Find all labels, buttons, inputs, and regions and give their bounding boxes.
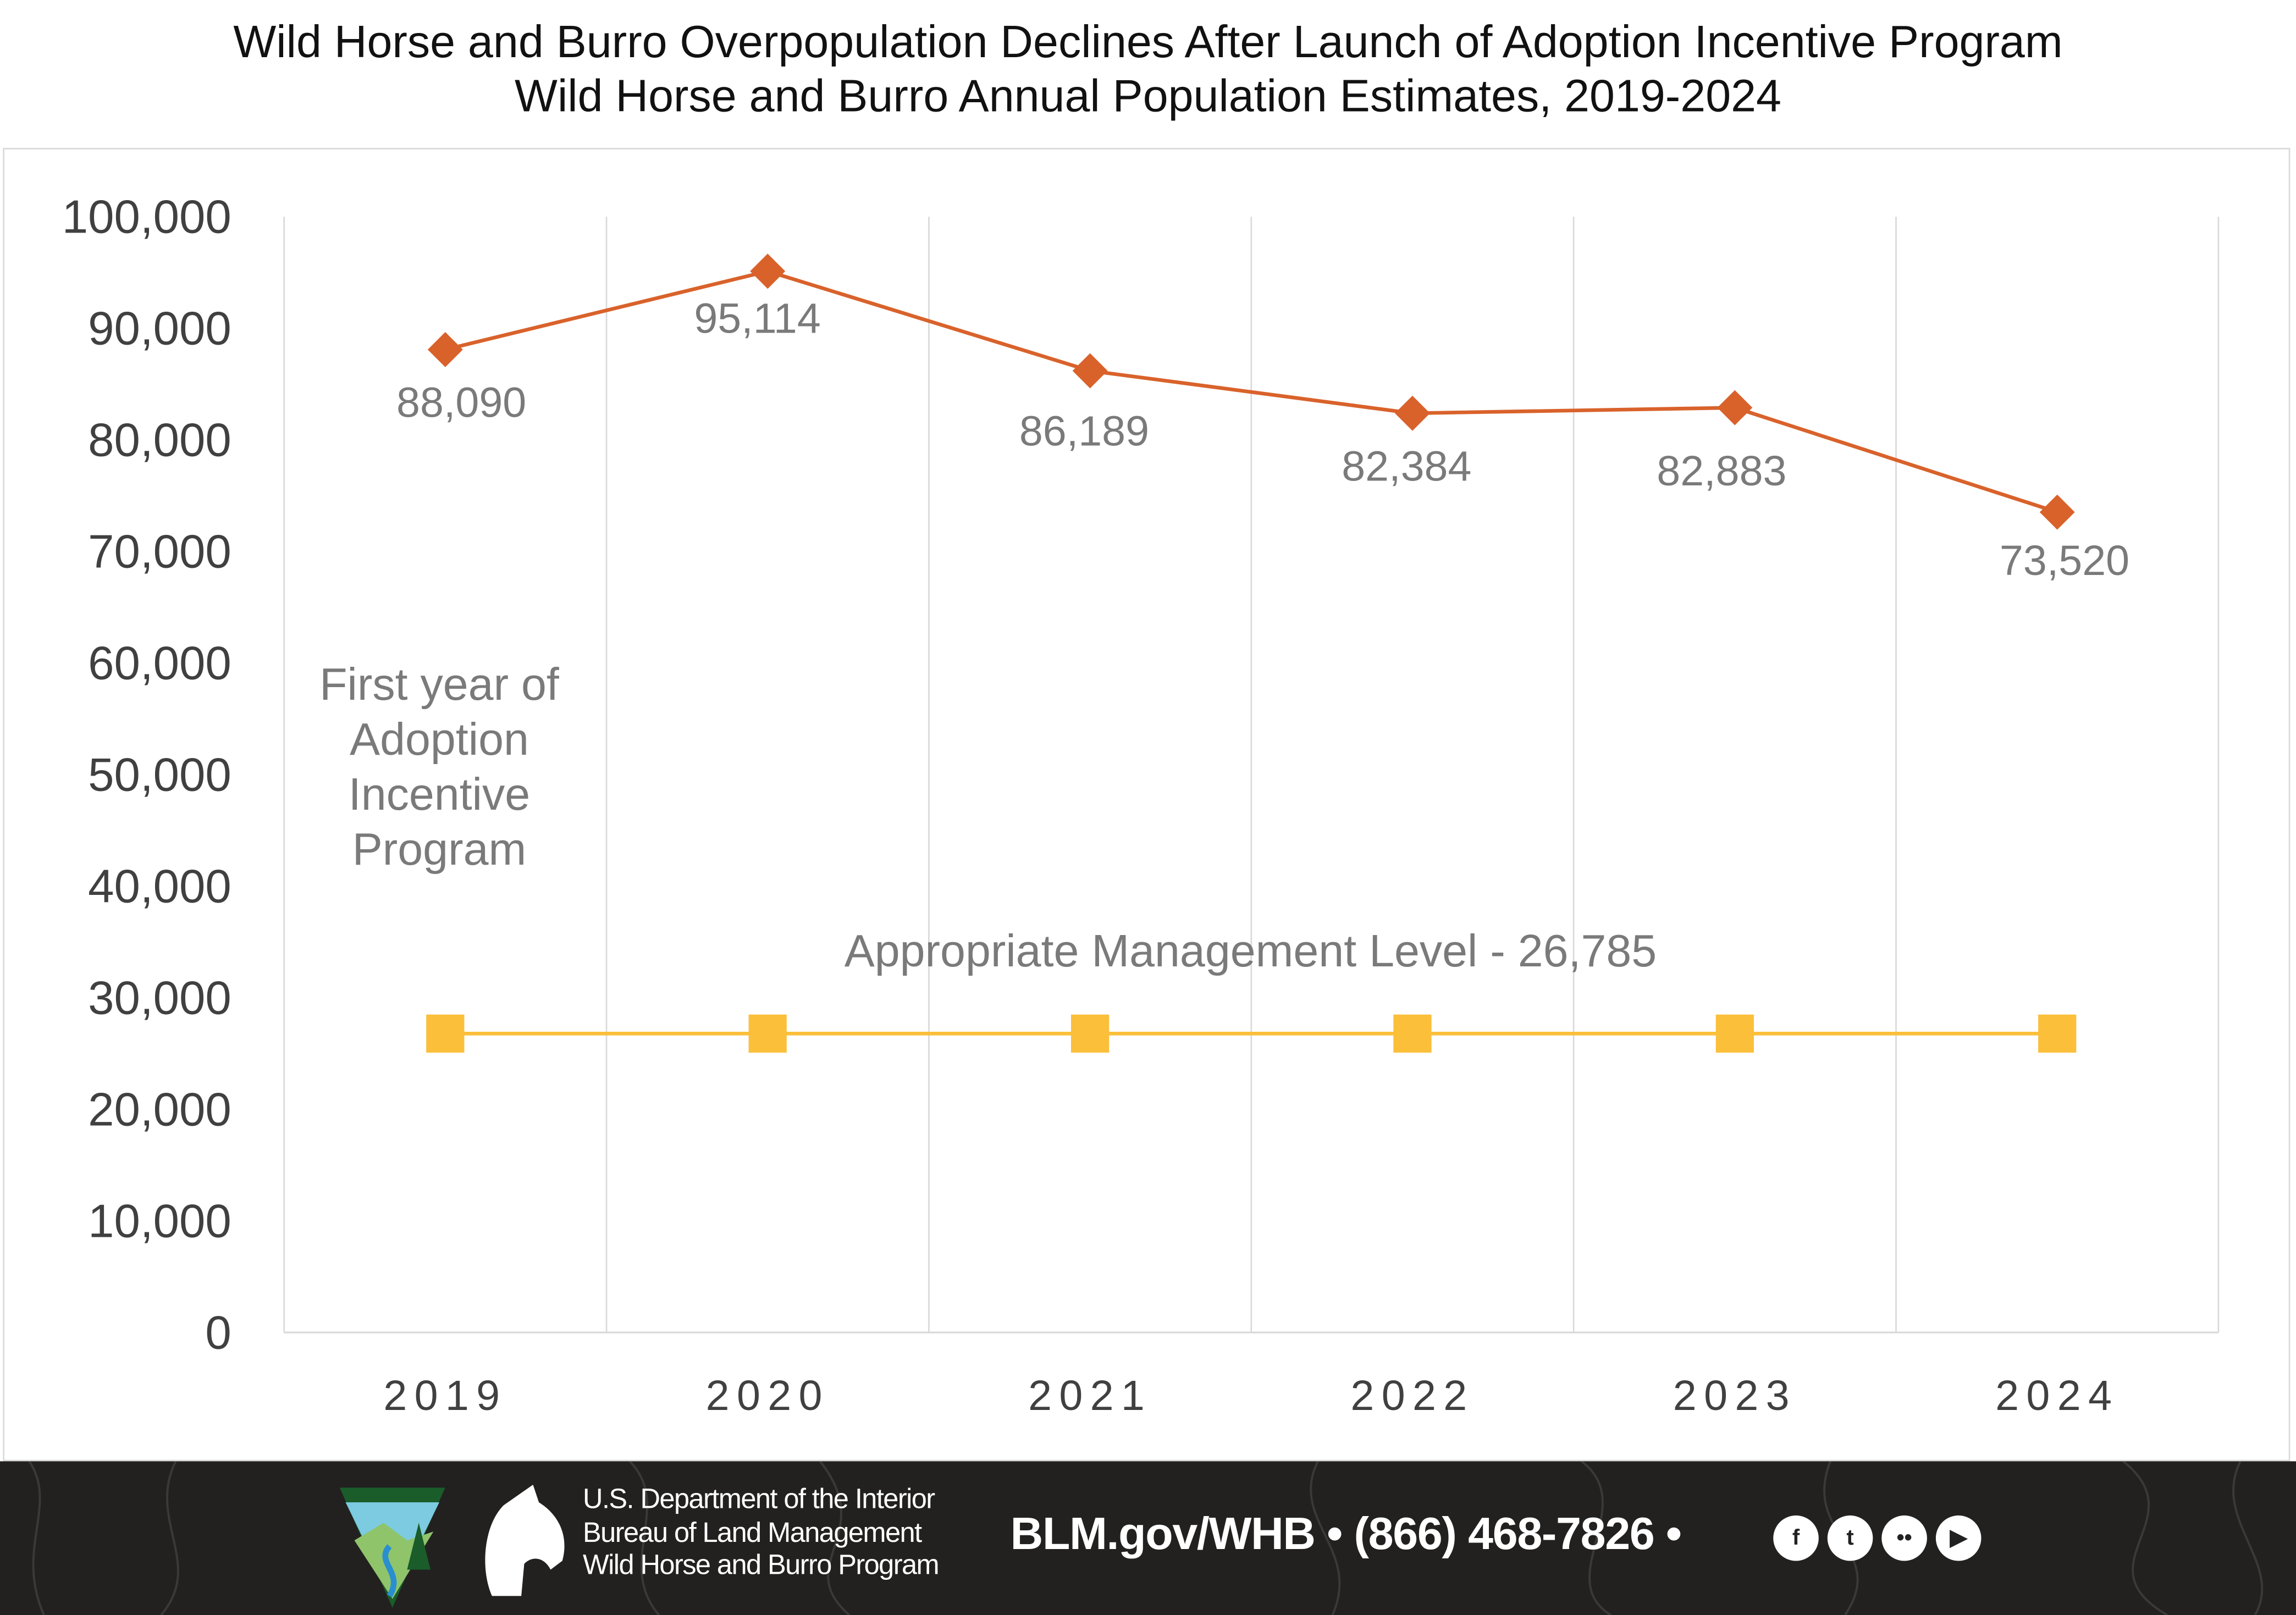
topo-background bbox=[28, 1461, 2264, 1615]
blm-shield-logo bbox=[339, 1487, 445, 1608]
line-chart: 0 10,000 20,000 30,000 40,000 50,000 60,000 70,… bbox=[62, 191, 2220, 1419]
y-tick-label: 20,000 bbox=[88, 1083, 231, 1136]
aml-marker bbox=[2038, 1014, 2077, 1053]
data-label: 95,114 bbox=[694, 295, 820, 342]
y-tick-label: 10,000 bbox=[88, 1195, 231, 1247]
program-line: Wild Horse and Burro Program bbox=[582, 1550, 940, 1581]
x-tick-label: 2024 bbox=[1995, 1372, 2119, 1419]
x-tick-label: 2019 bbox=[383, 1372, 507, 1419]
population-marker bbox=[1395, 395, 1430, 431]
data-label: 88,090 bbox=[396, 379, 526, 426]
population-marker bbox=[1072, 353, 1108, 389]
aml-marker bbox=[426, 1014, 465, 1053]
annotation-aml: Appropriate Management Level - 26,785 bbox=[845, 926, 1657, 976]
horse-head-logo bbox=[485, 1484, 565, 1596]
x-tick-label: 2020 bbox=[706, 1372, 830, 1419]
annotation-first-year: First year of bbox=[319, 659, 560, 710]
aml-marker bbox=[748, 1014, 787, 1053]
chart-subtitle: Wild Horse and Burro Annual Population E… bbox=[515, 70, 1781, 122]
department-line: U.S. Department of the Interior bbox=[582, 1484, 935, 1516]
population-marker bbox=[1717, 390, 1753, 425]
bureau-line: Bureau of Land Management bbox=[582, 1517, 922, 1548]
y-tick-label: 30,000 bbox=[88, 972, 231, 1024]
annotation-first-year: Adoption bbox=[350, 714, 529, 765]
contact-info[interactable]: BLM.gov/WHB • (866) 468-7826 • bbox=[1010, 1508, 1682, 1559]
flickr-icon[interactable]: •• bbox=[1881, 1515, 1927, 1561]
data-label: 86,189 bbox=[1019, 407, 1149, 455]
y-tick-label: 40,000 bbox=[88, 860, 231, 912]
twitter-icon[interactable]: t bbox=[1827, 1515, 1873, 1561]
population-marker bbox=[427, 332, 463, 367]
population-marker bbox=[750, 253, 786, 289]
facebook-icon[interactable]: f bbox=[1773, 1515, 1819, 1561]
population-line bbox=[445, 269, 2058, 514]
x-tick-label: 2023 bbox=[1673, 1372, 1797, 1419]
y-tick-label: 80,000 bbox=[88, 414, 231, 466]
y-tick-label: 60,000 bbox=[88, 637, 231, 689]
agency-name: U.S. Department of the Interior Bureau o… bbox=[582, 1484, 940, 1584]
y-tick-label: 0 bbox=[205, 1307, 231, 1359]
youtube-icon[interactable]: ▶ bbox=[1935, 1515, 1982, 1561]
aml-marker bbox=[1715, 1014, 1754, 1053]
x-tick-label: 2022 bbox=[1350, 1372, 1474, 1419]
aml-marker bbox=[1393, 1014, 1432, 1053]
chart-frame bbox=[3, 148, 2291, 1462]
y-tick-label: 90,000 bbox=[88, 302, 231, 355]
data-label: 82,384 bbox=[1342, 443, 1471, 490]
aml-marker bbox=[1070, 1014, 1110, 1053]
y-tick-label: 50,000 bbox=[88, 749, 231, 801]
annotation-first-year: Program bbox=[352, 824, 527, 875]
data-label: 73,520 bbox=[2000, 537, 2129, 584]
data-label: 82,883 bbox=[1657, 447, 1786, 495]
y-tick-label: 70,000 bbox=[88, 526, 231, 578]
x-tick-label: 2021 bbox=[1028, 1372, 1152, 1419]
annotation-first-year: Incentive bbox=[349, 769, 530, 820]
y-tick-label: 100,000 bbox=[62, 191, 231, 244]
population-marker bbox=[2039, 494, 2075, 530]
footer: U.S. Department of the Interior Bureau o… bbox=[0, 1461, 2296, 1615]
chart-title: Wild Horse and Burro Overpopulation Decl… bbox=[233, 16, 2063, 68]
